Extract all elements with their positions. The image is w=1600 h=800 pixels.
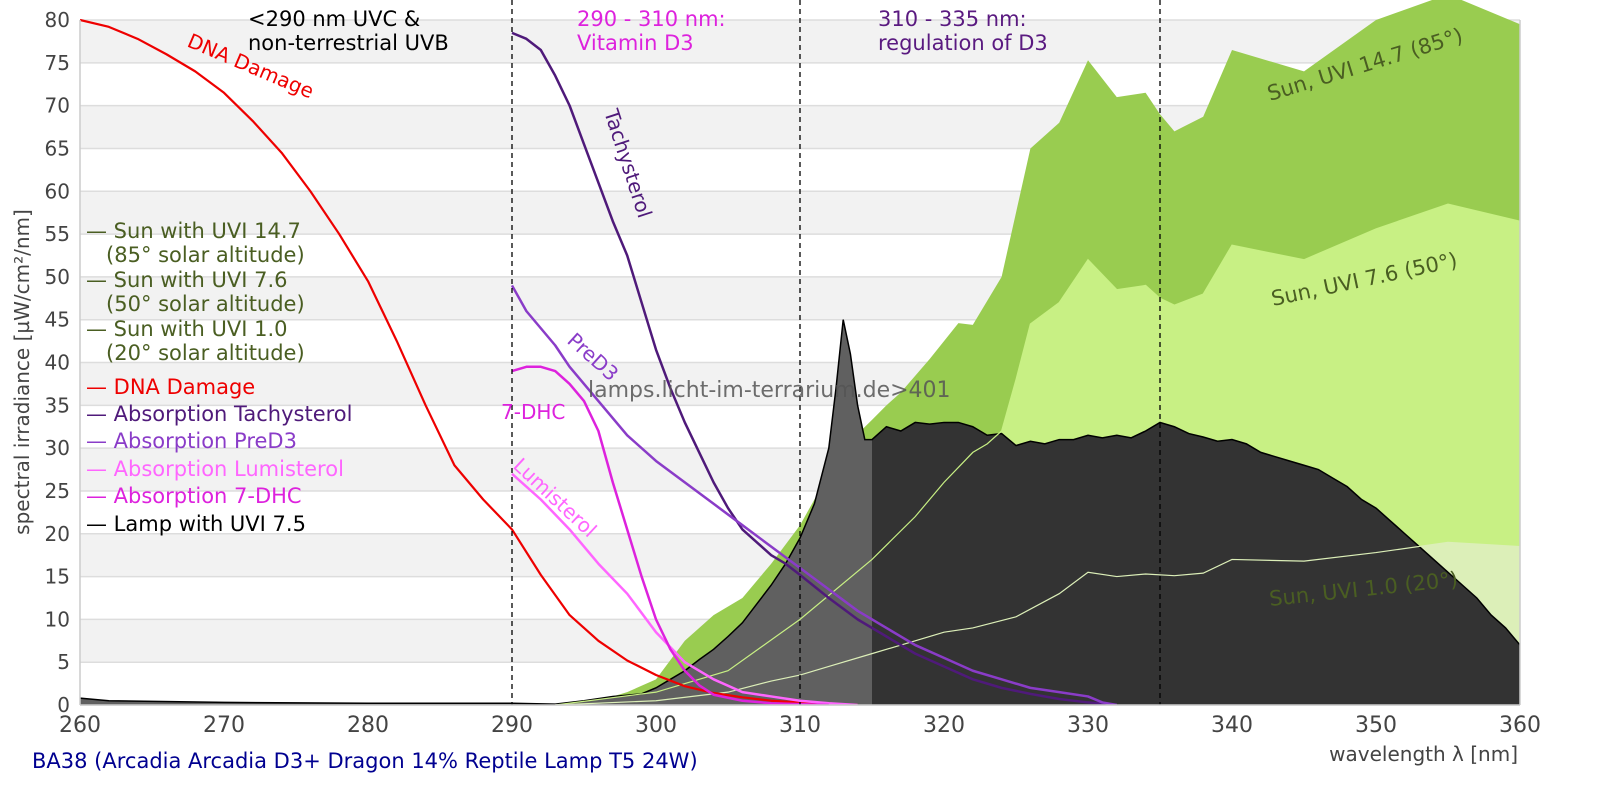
x-tick-label: 320 <box>923 713 965 738</box>
legend-item-tachysterol: — Absorption Tachysterol <box>86 402 352 426</box>
x-axis-label: wavelength λ [nm] <box>1329 742 1518 766</box>
line-absorption-pred3 <box>510 284 1118 705</box>
legend-item-sun-7-6-line-2: (50° solar altitude) <box>86 292 305 316</box>
y-tick-label: 80 <box>45 8 70 32</box>
y-tick-label: 60 <box>45 179 70 203</box>
y-tick-label: 50 <box>45 265 70 289</box>
x-tick-label: 270 <box>203 713 245 738</box>
lamp-name-caption: BA38 (Arcadia Arcadia D3+ Dragon 14% Rep… <box>32 749 698 773</box>
region-annotation-vitamin-d3: 290 - 310 nm: Vitamin D3 <box>577 7 732 55</box>
legend-item-sun-7-6-line-1: — Sun with UVI 7.6 <box>86 268 288 292</box>
region-annotation-regulation-line-2: regulation of D3 <box>878 31 1048 55</box>
region-annotation-uvc-line-1: <290 nm UVC & <box>248 7 420 31</box>
axes: 0 5 10 15 20 25 30 35 40 45 50 55 60 65 70 75 80 260 270 28… <box>45 8 1541 738</box>
x-tick-label: 360 <box>1499 713 1541 738</box>
legend-item-sun-14-7-line-1: — Sun with UVI 14.7 <box>86 219 301 243</box>
y-tick-label: 65 <box>45 136 70 160</box>
x-tick-label: 340 <box>1211 713 1253 738</box>
x-tick-label: 310 <box>779 713 821 738</box>
y-tick-label: 75 <box>45 51 70 75</box>
y-tick-label: 55 <box>45 222 70 246</box>
y-tick-label: 45 <box>45 308 70 332</box>
y-tick-label: 40 <box>45 351 70 375</box>
region-annotation-uvc-line-2: non-terrestrial UVB <box>248 31 449 55</box>
x-tick-label: 300 <box>635 713 677 738</box>
y-tick-label: 20 <box>45 522 70 546</box>
region-annotation-uvc: <290 nm UVC & non-terrestrial UVB <box>248 7 449 55</box>
legend-item-sun-1-0: — Sun with UVI 1.0 (20° solar altitude) <box>86 317 305 365</box>
y-tick-label: 35 <box>45 393 70 417</box>
y-axis-label: spectral irradiance [µW/cm²/nm] <box>10 209 34 535</box>
y-tick-label: 30 <box>45 436 70 460</box>
legend-item-lumisterol: — Absorption Lumisterol <box>86 457 344 481</box>
region-dividers <box>511 0 1161 705</box>
legend-item-sun-14-7: — Sun with UVI 14.7 (85° solar altitude) <box>86 219 308 267</box>
y-tick-label: 15 <box>45 565 70 589</box>
region-annotation-regulation: 310 - 335 nm: regulation of D3 <box>878 7 1048 55</box>
x-tick-label: 290 <box>491 713 533 738</box>
area-lamp-uvb <box>80 319 872 705</box>
legend: — Sun with UVI 14.7 (85° solar altitude)… <box>86 219 352 536</box>
legend-item-7dhc: — Absorption 7-DHC <box>86 484 302 508</box>
x-tick-label: 330 <box>1067 713 1109 738</box>
legend-item-pred3: — Absorption PreD3 <box>86 429 297 453</box>
region-annotation-vitamin-d3-line-1: 290 - 310 nm: <box>577 7 726 31</box>
watermark: lamps.licht-im-terrarium.de>401 <box>588 378 951 403</box>
line-absorption-7-dhc <box>511 365 829 705</box>
x-tick-label: 280 <box>347 713 389 738</box>
line-lamp-outline <box>80 319 1520 705</box>
line-absorption-lumisterol <box>511 472 858 705</box>
x-tick-label: 260 <box>59 713 101 738</box>
legend-item-lamp: — Lamp with UVI 7.5 <box>86 512 306 536</box>
legend-item-sun-1-0-line-2: (20° solar altitude) <box>86 341 305 365</box>
area-lamp-uva <box>872 422 1520 705</box>
legend-item-sun-1-0-line-1: — Sun with UVI 1.0 <box>86 317 288 341</box>
region-annotation-vitamin-d3-line-2: Vitamin D3 <box>577 31 694 55</box>
x-tick-label: 350 <box>1355 713 1397 738</box>
legend-item-sun-14-7-line-2: (85° solar altitude) <box>86 243 305 267</box>
area-series <box>80 0 1520 705</box>
line-sun-uvi-7-6 <box>555 203 1520 705</box>
curve-label-7dhc: 7-DHC <box>501 400 565 424</box>
y-tick-label: 25 <box>45 479 70 503</box>
y-tick-label: 70 <box>45 94 70 118</box>
legend-item-dna-damage: — DNA Damage <box>86 375 255 399</box>
line-series <box>80 18 1118 705</box>
line-dna-damage <box>80 18 858 705</box>
y-tick-label: 5 <box>57 650 70 674</box>
y-tick-label: 0 <box>57 693 70 717</box>
line-sun-uvi-1-0 <box>555 541 1520 705</box>
y-tick-label: 10 <box>45 607 70 631</box>
region-annotation-regulation-line-1: 310 - 335 nm: <box>878 7 1027 31</box>
legend-item-sun-7-6: — Sun with UVI 7.6 (50° solar altitude) <box>86 268 305 316</box>
